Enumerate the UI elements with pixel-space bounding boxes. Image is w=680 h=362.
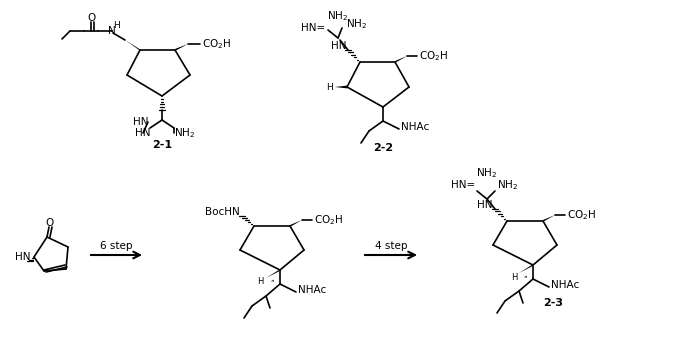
Text: HN=: HN= xyxy=(451,180,475,190)
Text: HN: HN xyxy=(133,117,148,127)
Text: HN: HN xyxy=(330,41,346,51)
Text: NH$_2$: NH$_2$ xyxy=(477,166,498,180)
Text: 2-2: 2-2 xyxy=(373,143,393,153)
Text: CO$_2$H: CO$_2$H xyxy=(567,208,596,222)
Text: 2-3: 2-3 xyxy=(543,298,563,308)
Text: H: H xyxy=(258,278,264,286)
Text: N: N xyxy=(108,26,116,36)
Text: H: H xyxy=(114,21,120,29)
Text: HN=: HN= xyxy=(301,23,325,33)
Text: 2-1: 2-1 xyxy=(152,140,172,150)
Text: NH$_2$: NH$_2$ xyxy=(328,9,349,23)
Text: CO$_2$H: CO$_2$H xyxy=(419,49,448,63)
Text: NH$_2$: NH$_2$ xyxy=(497,178,518,192)
Text: NHAc: NHAc xyxy=(298,285,326,295)
Text: H: H xyxy=(511,273,517,282)
Text: CO$_2$H: CO$_2$H xyxy=(202,37,231,51)
Text: NHAc: NHAc xyxy=(401,122,429,132)
Text: HN: HN xyxy=(477,200,493,210)
Polygon shape xyxy=(519,264,534,273)
Text: NH$_2$: NH$_2$ xyxy=(174,126,195,140)
Text: H: H xyxy=(326,83,333,92)
Polygon shape xyxy=(394,56,407,63)
Text: 4 step: 4 step xyxy=(375,241,407,251)
Polygon shape xyxy=(174,44,188,51)
Text: HN: HN xyxy=(135,128,151,138)
Text: ,,: ,, xyxy=(523,269,528,278)
Polygon shape xyxy=(125,40,141,51)
Text: NH$_2$: NH$_2$ xyxy=(346,17,367,31)
Text: BocHN: BocHN xyxy=(205,207,240,217)
Text: O: O xyxy=(88,13,96,23)
Text: HN: HN xyxy=(14,252,30,262)
Polygon shape xyxy=(266,269,281,278)
Text: CO$_2$H: CO$_2$H xyxy=(314,213,343,227)
Text: ,,: ,, xyxy=(270,274,275,283)
Text: 6 step: 6 step xyxy=(100,241,132,251)
Text: NHAc: NHAc xyxy=(551,280,579,290)
Polygon shape xyxy=(290,220,302,227)
Text: O: O xyxy=(46,218,54,228)
Polygon shape xyxy=(335,85,347,88)
Polygon shape xyxy=(543,215,555,222)
